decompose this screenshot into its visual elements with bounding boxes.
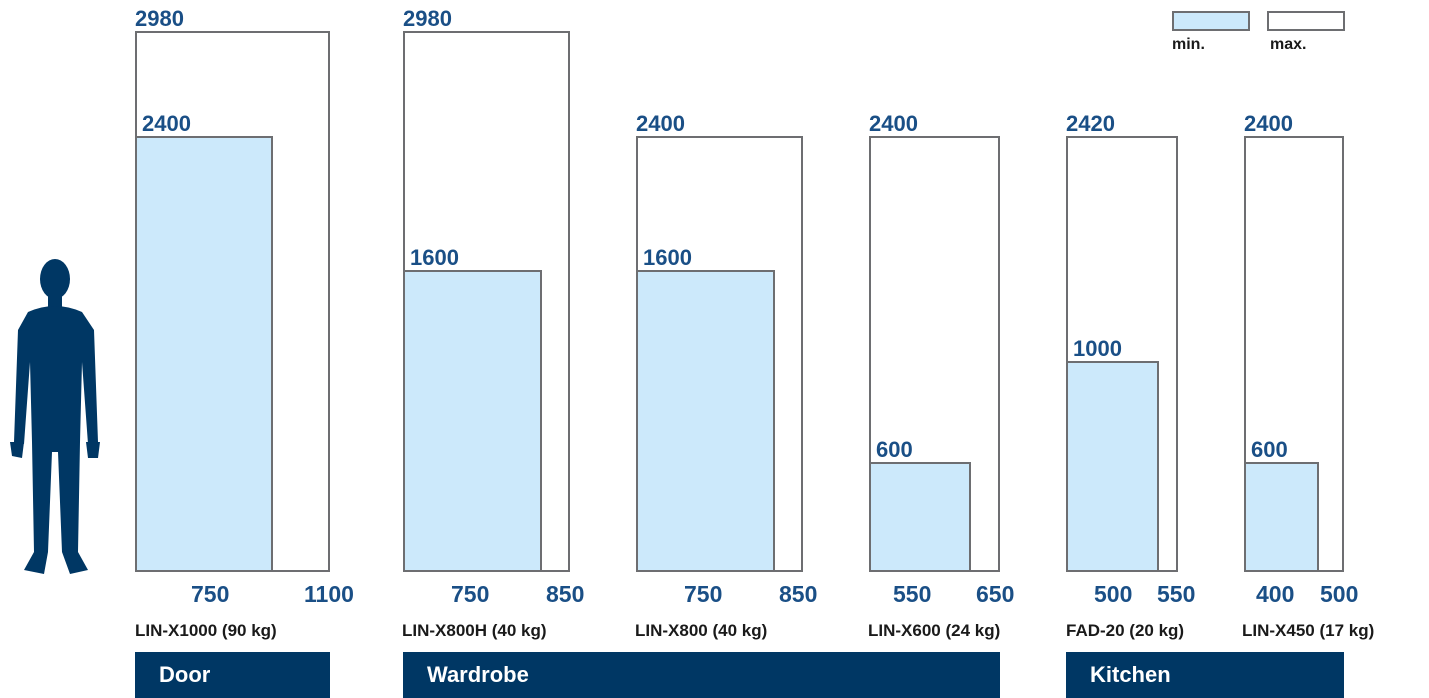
- height-max-label: 2980: [135, 6, 184, 31]
- width-max-label: 1100: [304, 581, 354, 607]
- min-size-box: [1066, 361, 1159, 572]
- height-max-label: 2400: [869, 111, 918, 136]
- width-max-label: 500: [1320, 581, 1359, 607]
- min-size-box: [1244, 462, 1319, 572]
- width-max-label: 850: [546, 581, 585, 607]
- min-size-box: [135, 136, 273, 572]
- width-max-label: 550: [1157, 581, 1196, 607]
- width-min-label: 750: [451, 581, 490, 607]
- legend-min-swatch: [1172, 11, 1250, 31]
- height-max-label: 2420: [1066, 111, 1115, 136]
- model-label: LIN-X450 (17 kg): [1242, 621, 1375, 640]
- legend-max-swatch: [1267, 11, 1345, 31]
- model-label: LIN-X800H (40 kg): [402, 621, 547, 640]
- category-band-kitchen: Kitchen: [1066, 652, 1344, 698]
- category-band-wardrobe: Wardrobe: [403, 652, 1000, 698]
- height-min-label: 600: [1251, 437, 1288, 462]
- min-size-box: [636, 270, 775, 572]
- width-max-label: 650: [976, 581, 1015, 607]
- model-label: FAD-20 (20 kg): [1066, 621, 1185, 640]
- legend-max-label: max.: [1270, 36, 1307, 53]
- height-min-label: 1000: [1073, 336, 1122, 361]
- model-label: LIN-X1000 (90 kg): [135, 621, 277, 640]
- height-min-label: 2400: [142, 111, 191, 136]
- min-size-box: [403, 270, 542, 572]
- model-label: LIN-X800 (40 kg): [635, 621, 768, 640]
- category-band-door: Door: [135, 652, 330, 698]
- min-size-box: [869, 462, 971, 572]
- width-min-label: 750: [191, 581, 230, 607]
- width-min-label: 500: [1094, 581, 1133, 607]
- height-max-label: 2400: [1244, 111, 1293, 136]
- height-max-label: 2400: [636, 111, 685, 136]
- height-min-label: 600: [876, 437, 913, 462]
- width-max-label: 850: [779, 581, 818, 607]
- width-min-label: 750: [684, 581, 723, 607]
- width-min-label: 400: [1256, 581, 1295, 607]
- person-silhouette-icon: [10, 259, 100, 574]
- width-min-label: 550: [893, 581, 932, 607]
- height-min-label: 1600: [410, 245, 459, 270]
- legend-min-label: min.: [1172, 36, 1205, 53]
- height-max-label: 2980: [403, 6, 452, 31]
- height-min-label: 1600: [643, 245, 692, 270]
- model-label: LIN-X600 (24 kg): [868, 621, 1001, 640]
